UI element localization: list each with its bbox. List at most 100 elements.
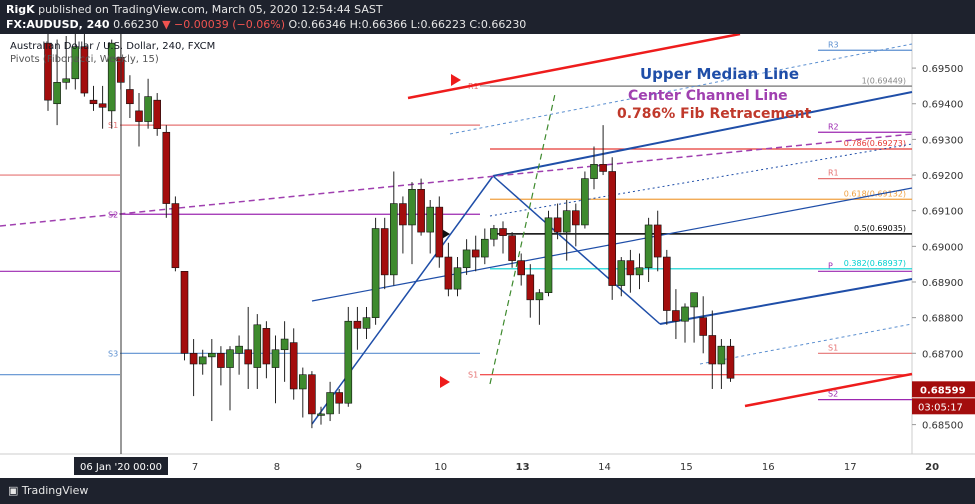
candle-body	[408, 189, 416, 226]
candle	[107, 39, 116, 129]
candle-body	[462, 249, 471, 269]
x-tick-label: 15	[680, 462, 693, 473]
crosshair-date-label: 06 Jan '20 00:00	[80, 462, 162, 473]
candle-body	[517, 260, 526, 276]
plot-area	[0, 34, 912, 454]
candle	[80, 34, 89, 97]
x-tick-label: 8	[274, 462, 280, 473]
ohlc-values: O:0.66346 H:0.66366 L:0.66223 C:0.66230	[288, 18, 527, 31]
annotation-fib: 0.786% Fib Retracement	[617, 106, 812, 122]
candle	[326, 381, 334, 422]
author-name[interactable]: RigK	[6, 3, 35, 16]
candle-body	[326, 392, 334, 415]
symbol-label[interactable]: FX:AUDUSD, 240	[6, 18, 110, 31]
price-tag	[912, 381, 975, 398]
candle-body	[89, 99, 98, 105]
candle-body	[653, 224, 662, 258]
y-tick-label: 0.68800	[922, 314, 963, 325]
candle-body	[626, 260, 635, 276]
candle	[444, 242, 453, 297]
tradingview-logo[interactable]: ▣ TradingView	[8, 484, 88, 497]
candle	[699, 296, 708, 354]
candle-body	[690, 292, 698, 308]
candle	[662, 249, 671, 325]
candle	[171, 196, 180, 272]
candle	[544, 210, 553, 297]
y-tick-label: 0.69500	[922, 64, 963, 75]
candle-body	[344, 320, 353, 404]
candle	[608, 157, 617, 300]
candle	[289, 328, 298, 400]
candle	[517, 253, 526, 286]
candle	[262, 321, 271, 379]
candle-body	[171, 203, 180, 269]
candle	[380, 217, 389, 290]
candle-body	[471, 249, 480, 258]
candle-body	[617, 260, 626, 286]
candle	[617, 257, 626, 297]
candle-body	[271, 349, 280, 368]
candle-body	[399, 203, 407, 226]
candle	[408, 182, 416, 265]
candle-body	[353, 320, 362, 329]
candle-body	[699, 317, 708, 336]
y-tick-label: 0.68500	[922, 421, 963, 432]
candle	[726, 339, 735, 382]
candle-body	[608, 171, 617, 286]
candle	[235, 335, 243, 375]
candle	[198, 349, 207, 375]
candle	[280, 321, 289, 382]
candle-body	[53, 82, 61, 105]
candle-body	[571, 210, 580, 226]
red-upper-line	[407, 34, 741, 100]
candle-body	[244, 349, 252, 365]
candle-body	[280, 338, 289, 351]
candle-body	[71, 46, 80, 80]
candle	[635, 253, 644, 290]
candle	[499, 221, 507, 254]
candle	[362, 306, 371, 340]
price-change: ▼ −0.00039 (−0.06%)	[162, 18, 285, 31]
candle	[253, 314, 262, 389]
candle-body	[553, 217, 562, 233]
candle	[426, 200, 435, 254]
x-tick-label: 20	[925, 462, 939, 473]
countdown-label: 03:05:17	[918, 402, 963, 413]
candle	[626, 249, 635, 293]
candle-body	[135, 110, 143, 122]
candle-body	[308, 374, 316, 415]
candle	[435, 196, 444, 268]
prev-pivot-label: S1	[108, 121, 118, 130]
price-chart[interactable]: 0.69500 0.69400 0.69300 0.69200 0.69100 0.690…	[0, 34, 975, 478]
pivot-label: S1	[828, 343, 838, 352]
candle	[89, 85, 98, 111]
candle-body	[417, 189, 425, 233]
candle	[644, 217, 653, 282]
candle	[71, 34, 80, 90]
candle-body	[44, 42, 52, 101]
candle	[480, 228, 489, 265]
candle-body	[262, 328, 271, 365]
candle-body	[362, 317, 371, 329]
candle	[571, 203, 580, 247]
candle	[189, 339, 198, 397]
candle-body	[371, 228, 380, 318]
candle-body	[662, 256, 671, 311]
annotation-upper-median: Upper Median Line	[640, 65, 799, 83]
candle-body	[644, 224, 653, 269]
candle	[708, 310, 717, 389]
legend-title: Australian Dollar / U.S. Dollar, 240, FX…	[10, 41, 216, 52]
candle	[471, 235, 480, 272]
pivot-label: R2	[828, 122, 839, 131]
candle-body	[508, 235, 516, 261]
legend-indicator: Pivots (Fibonacci, Weekly, 15)	[10, 54, 159, 65]
candle-body	[726, 345, 735, 379]
candle	[490, 224, 498, 247]
publish-info: published on TradingView.com, March 05, …	[38, 3, 383, 16]
candle-body	[480, 238, 489, 258]
candle	[417, 178, 425, 236]
candle-body	[681, 306, 689, 322]
crosshair-date-box	[74, 457, 168, 475]
candle	[226, 346, 234, 411]
annotation-center-channel: Center Channel Line	[628, 88, 788, 104]
